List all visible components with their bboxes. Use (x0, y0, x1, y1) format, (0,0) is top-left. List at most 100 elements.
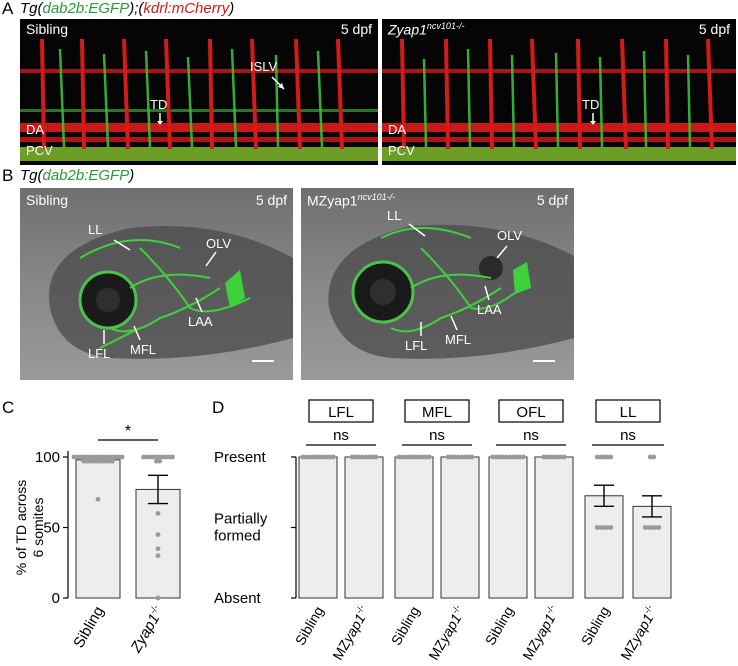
data-point (449, 454, 454, 460)
data-point (155, 553, 161, 559)
data-point (95, 496, 101, 502)
arrows-a-sibling (157, 76, 285, 125)
data-point (605, 454, 610, 460)
label-laa-mutant: LAA (477, 302, 502, 317)
data-point (548, 454, 553, 460)
x-tick-label: Sibling (578, 604, 613, 648)
data-point (561, 454, 567, 460)
data-point (608, 525, 614, 530)
significance-label: ns (620, 427, 636, 444)
data-point (510, 454, 516, 460)
label-ll: LL (88, 222, 103, 237)
data-point (119, 454, 125, 460)
data-point (155, 546, 161, 552)
x-tick-label: MZyap1-/- (328, 603, 372, 663)
group-label: LL (620, 404, 637, 421)
head-drawing-mutant (328, 224, 574, 362)
panel-b-header: Tg(dab2b:EGFP) (20, 167, 135, 184)
group-label: OFL (516, 404, 545, 421)
data-point (466, 454, 471, 460)
bar (534, 456, 574, 599)
data-point (493, 454, 499, 460)
x-tick-label: MZyap1-/- (424, 603, 468, 663)
data-point (155, 595, 161, 601)
group-box (404, 399, 470, 423)
head-drawing-sibling (49, 226, 293, 362)
data-point (423, 454, 429, 460)
data-point (313, 454, 319, 460)
bar (135, 488, 181, 599)
vessel-drawing-sibling (20, 38, 378, 161)
arrows-a-mutant (590, 113, 596, 125)
x-tick-label: Sibling (70, 604, 107, 651)
data-point (310, 454, 316, 460)
panel-a-mutant-stage: 5 dpf (698, 21, 730, 37)
data-point (396, 454, 402, 460)
label-da: DA (26, 122, 45, 137)
data-point (110, 458, 115, 464)
bar (298, 456, 338, 599)
label-laa: LAA (188, 314, 213, 329)
data-point (455, 454, 461, 460)
data-point (605, 525, 610, 530)
bar (75, 459, 121, 599)
data-point (646, 525, 651, 530)
arrows-b-mutant (408, 223, 508, 336)
bar (584, 495, 624, 599)
panel-b-sibling-title: Sibling (26, 192, 69, 208)
x-tick-label: Sibling (388, 604, 423, 648)
data-point (601, 525, 607, 530)
y-level-label: Partially formed (214, 511, 268, 545)
bar (632, 505, 672, 599)
data-point (598, 454, 603, 460)
panel-a-sibling-stage: 5 dpf (340, 21, 372, 37)
data-point (503, 454, 509, 460)
data-point (469, 454, 475, 460)
label-mfl: MFL (130, 342, 156, 357)
data-point (452, 454, 458, 460)
data-point (155, 511, 161, 516)
data-point (594, 525, 600, 530)
y-level-label: Absent (214, 590, 262, 607)
significance-label: * (125, 423, 131, 440)
data-point (303, 454, 309, 460)
data-point (366, 454, 372, 460)
data-point (497, 454, 502, 460)
data-point (598, 525, 603, 530)
data-point (551, 454, 557, 460)
data-point (555, 454, 560, 460)
data-point (359, 454, 365, 460)
bar (440, 456, 480, 599)
data-point (426, 454, 432, 460)
data-point (647, 454, 653, 460)
x-tick-label: Sibling (292, 604, 327, 648)
x-tick-label: Zyap1-/- (126, 603, 167, 656)
vessel-drawing-mutant (382, 38, 736, 161)
panel-a-header: Tg(dab2b:EGFP);(kdrl:mCherry) (20, 0, 235, 17)
x-tick-label: MZyap1-/- (616, 603, 660, 663)
data-point (653, 525, 658, 530)
data-point (558, 454, 564, 460)
data-point (349, 454, 355, 460)
bar (344, 456, 384, 599)
data-point (356, 454, 362, 460)
panel-a-mutant-title: Zyap1ncv101-/- (388, 21, 465, 38)
data-point (517, 454, 523, 460)
group-box (308, 399, 374, 423)
y-tick-label: 100 (35, 449, 60, 466)
data-point (462, 454, 468, 460)
data-point (544, 454, 550, 460)
data-point (420, 454, 425, 460)
data-point (317, 454, 323, 460)
data-point (324, 454, 329, 460)
data-point (155, 532, 161, 537)
group-label: MFL (422, 404, 452, 421)
label-olv-mutant: OLV (497, 228, 523, 243)
data-point (514, 454, 519, 460)
significance-label: ns (523, 427, 539, 444)
data-point (541, 454, 547, 460)
data-point (445, 454, 451, 460)
label-da-mutant: DA (388, 122, 407, 137)
panel-letter-a: A (2, 0, 14, 18)
